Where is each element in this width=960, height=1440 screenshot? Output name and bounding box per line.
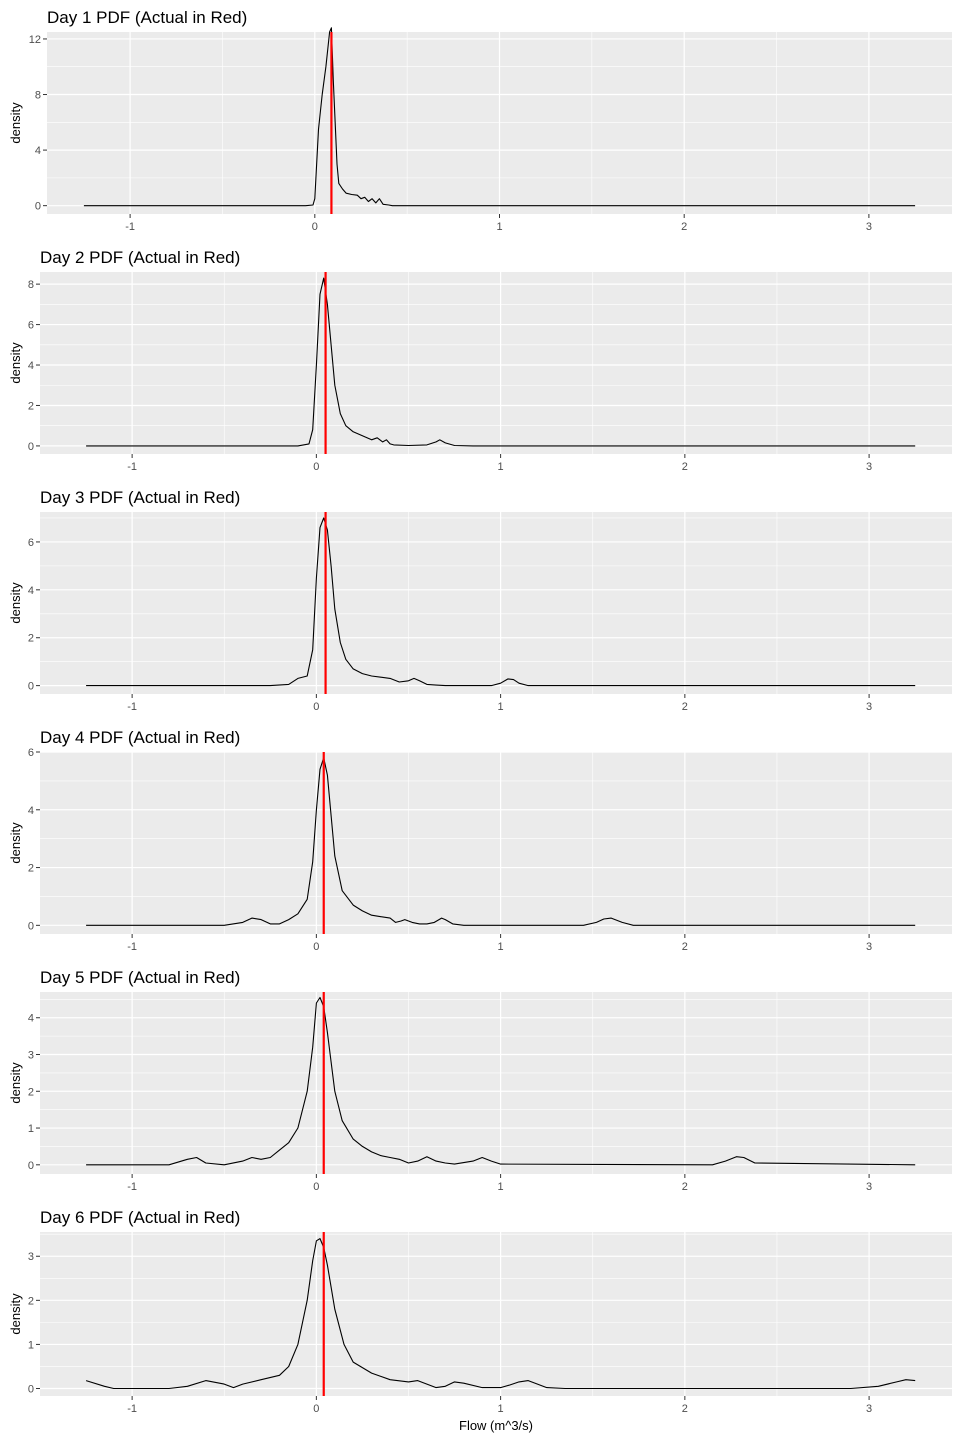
chart-panel-day-5: -1 0 1 2 3 0 1 2 3 4 density Day 5 PDF (Actual in R… xyxy=(8,968,952,1193)
y-axis-label: density xyxy=(8,822,23,864)
chart-title: Day 6 PDF (Actual in Red) xyxy=(40,1208,240,1227)
y-tick-label: 4 xyxy=(35,145,41,157)
density-curve xyxy=(86,517,916,687)
x-tick-label: 2 xyxy=(681,221,687,233)
y-tick-label: 0 xyxy=(28,1384,34,1396)
y-tick-label: 6 xyxy=(28,537,34,549)
x-tick-label: 0 xyxy=(313,701,319,713)
x-tick-label: -1 xyxy=(127,941,137,953)
y-tick-label: 8 xyxy=(28,279,34,291)
y-tick-label: 0 xyxy=(35,201,41,213)
x-tick-label: 1 xyxy=(496,221,502,233)
y-tick-label: 0 xyxy=(28,681,34,693)
chart-panel-day-4: -1 0 1 2 3 0 2 4 6 density Day 4 PDF (Actual in Re… xyxy=(8,728,952,953)
x-tick-label: -1 xyxy=(127,1181,137,1193)
x-tick-label: 2 xyxy=(682,1403,688,1415)
x-axis-label: Flow (m^3/s) xyxy=(459,1418,533,1433)
density-curve xyxy=(85,1238,916,1390)
chart-panel-day-6: -1 0 1 2 3 0 1 2 3 density Day 6 PDF (Actual in Re… xyxy=(8,1208,952,1415)
chart-title: Day 3 PDF (Actual in Red) xyxy=(40,488,240,507)
chart-title: Day 4 PDF (Actual in Red) xyxy=(40,728,240,747)
y-tick-label: 3 xyxy=(28,1251,34,1263)
x-tick-label: 1 xyxy=(498,461,504,473)
panel-background xyxy=(40,272,952,454)
y-axis-label: density xyxy=(8,582,23,624)
y-tick-label: 3 xyxy=(28,1050,34,1062)
x-tick-label: 3 xyxy=(866,1403,872,1415)
x-tick-label: 0 xyxy=(313,941,319,953)
y-tick-label: 0 xyxy=(28,1160,34,1172)
x-tick-label: 3 xyxy=(866,941,872,953)
x-tick-label: 0 xyxy=(313,461,319,473)
density-curve xyxy=(86,277,916,447)
x-tick-label: 2 xyxy=(682,1181,688,1193)
x-tick-label: -1 xyxy=(127,461,137,473)
y-tick-label: 4 xyxy=(28,805,34,817)
panel-background xyxy=(40,1232,952,1396)
y-axis-label: density xyxy=(8,102,23,144)
panel-background xyxy=(40,992,952,1174)
y-tick-label: 1 xyxy=(28,1339,34,1351)
chart-title: Day 2 PDF (Actual in Red) xyxy=(40,248,240,267)
x-tick-label: 1 xyxy=(498,701,504,713)
x-tick-label: 3 xyxy=(866,221,872,233)
y-axis-label: density xyxy=(8,342,23,384)
density-curve xyxy=(86,757,916,926)
x-tick-label: 0 xyxy=(312,221,318,233)
y-tick-label: 2 xyxy=(28,863,34,875)
density-curve xyxy=(86,996,916,1166)
chart-panel-day-2: -1 0 1 2 3 0 2 4 6 8 density Day 2 PDF (Actual in R… xyxy=(8,248,952,473)
x-tick-label: 2 xyxy=(682,941,688,953)
x-tick-label: -1 xyxy=(125,221,135,233)
y-axis-label: density xyxy=(8,1062,23,1104)
panel-background xyxy=(40,752,952,934)
x-tick-label: 2 xyxy=(682,461,688,473)
y-tick-label: 0 xyxy=(28,920,34,932)
y-tick-label: 6 xyxy=(28,320,34,332)
y-tick-label: 2 xyxy=(28,400,34,412)
y-tick-label: 4 xyxy=(28,1013,34,1025)
y-tick-label: 2 xyxy=(28,1086,34,1098)
chart-title: Day 1 PDF (Actual in Red) xyxy=(47,8,247,27)
x-tick-label: 1 xyxy=(498,1403,504,1415)
y-tick-label: 6 xyxy=(28,747,34,759)
x-tick-label: 3 xyxy=(866,1181,872,1193)
y-tick-label: 1 xyxy=(28,1123,34,1135)
y-axis-label: density xyxy=(8,1293,23,1335)
y-tick-label: 4 xyxy=(28,585,34,597)
x-tick-label: 3 xyxy=(866,701,872,713)
y-tick-label: 12 xyxy=(29,34,41,46)
x-tick-label: 3 xyxy=(866,461,872,473)
density-curve xyxy=(83,27,916,207)
chart-title: Day 5 PDF (Actual in Red) xyxy=(40,968,240,987)
y-tick-label: 2 xyxy=(28,633,34,645)
y-tick-label: 4 xyxy=(28,360,34,372)
x-tick-label: 1 xyxy=(498,941,504,953)
y-tick-label: 2 xyxy=(28,1295,34,1307)
y-tick-label: 0 xyxy=(28,441,34,453)
x-tick-label: 2 xyxy=(682,701,688,713)
x-tick-label: -1 xyxy=(127,1403,137,1415)
y-tick-label: 8 xyxy=(35,90,41,102)
x-tick-label: 1 xyxy=(498,1181,504,1193)
x-tick-label: 0 xyxy=(313,1181,319,1193)
chart-panel-day-3: -1 0 1 2 3 0 2 4 6 density Day 3 PDF (Actual in Re… xyxy=(8,488,952,713)
x-tick-label: -1 xyxy=(127,701,137,713)
x-tick-label: 0 xyxy=(313,1403,319,1415)
panel-background xyxy=(40,512,952,694)
